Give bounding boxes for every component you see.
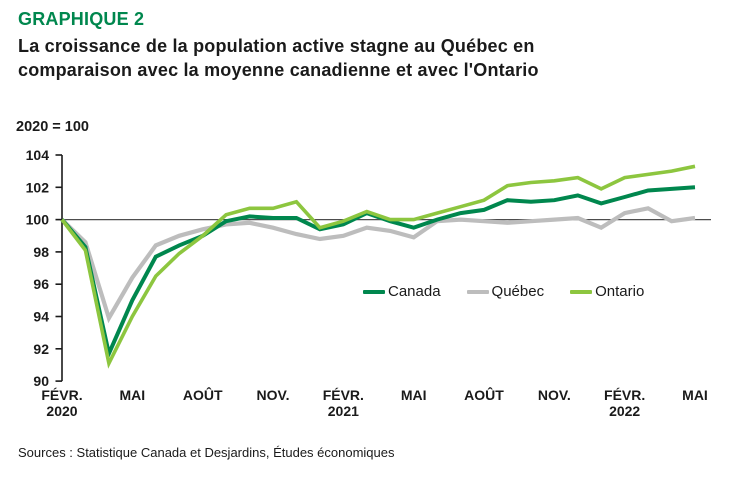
y-tick-label: 102	[26, 179, 50, 195]
legend-swatch-ontario	[570, 289, 593, 294]
source-note: Sources : Statistique Canada et Desjardi…	[18, 445, 395, 460]
legend-item-quebec: Québec	[466, 283, 545, 300]
series-line-ontario	[60, 164, 696, 369]
x-tick-label: NOV.	[257, 387, 290, 403]
legend-item-ontario: Ontario	[570, 283, 644, 300]
legend-label-canada: Canada	[388, 283, 441, 300]
x-tick-label: MAI	[682, 387, 708, 403]
x-tick-label: AOÛT	[183, 386, 223, 403]
legend-label-quebec: Québec	[491, 283, 545, 300]
x-tick-label: FÉVR. 2020	[41, 387, 82, 419]
chart-title-line-1: La croissance de la population active st…	[18, 36, 535, 56]
y-tick-label: 96	[33, 276, 49, 292]
chart-title: La croissance de la population active st…	[18, 34, 539, 82]
y-tick-label: 90	[33, 373, 49, 389]
y-tick-label: 98	[33, 244, 49, 260]
series-line-canada	[60, 185, 696, 361]
y-tick-label: 92	[33, 341, 49, 357]
legend-swatch-canada	[363, 289, 385, 294]
chart-title-line-2: comparaison avec la moyenne canadienne e…	[18, 60, 539, 80]
y-tick-label: 94	[33, 309, 49, 325]
x-tick-label: AOÛT	[464, 386, 504, 403]
x-tick-label: MAI	[119, 387, 145, 403]
legend-item-canada: Canada	[363, 283, 441, 300]
x-tick-label: FÉVR. 2021	[323, 387, 364, 419]
x-tick-label: MAI	[401, 387, 427, 403]
y-tick-label: 104	[26, 147, 50, 163]
y-axis-unit-label: 2020 = 100	[16, 119, 89, 135]
legend-label-ontario: Ontario	[595, 283, 645, 300]
x-tick-label: NOV.	[538, 387, 571, 403]
chart-kicker: GRAPHIQUE 2	[18, 9, 145, 29]
series-line-quebec	[60, 206, 696, 324]
x-tick-label: FÉVR. 2022	[604, 387, 645, 419]
chart-legend: Canada Québec Ontario	[363, 283, 644, 300]
legend-swatch-quebec	[466, 289, 489, 294]
y-tick-label: 100	[26, 212, 50, 228]
